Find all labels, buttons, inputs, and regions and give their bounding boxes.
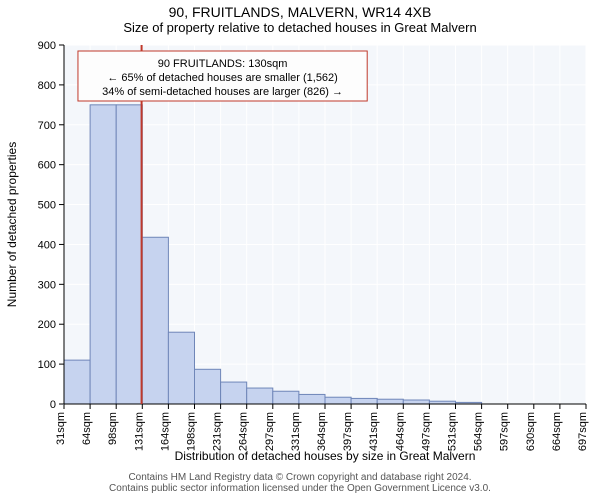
y-tick-label: 100 [38, 359, 56, 371]
y-tick-label: 600 [38, 160, 56, 172]
x-tick-label: 231sqm [212, 412, 224, 451]
histogram-bar [195, 369, 221, 404]
chart-container: 0 100 200 300 400 500 600 700 800 900 31sqm 64sqm 98… [0, 37, 600, 468]
histogram-chart: 0 100 200 300 400 500 600 700 800 900 31sqm 64sqm 98… [0, 37, 600, 466]
histogram-bar [90, 105, 116, 404]
histogram-bar [168, 332, 194, 404]
histogram-bar [403, 400, 429, 404]
x-tick-label: 497sqm [420, 412, 432, 451]
histogram-bar [116, 105, 142, 404]
annotation-line: 90 FRUITLANDS: 130sqm [158, 58, 288, 70]
histogram-bar [273, 391, 299, 404]
x-tick-label: 198sqm [186, 412, 198, 451]
y-tick-label: 700 [38, 120, 56, 132]
y-tick-label: 800 [38, 80, 56, 92]
x-tick-label: 397sqm [342, 412, 354, 451]
x-tick-label: 597sqm [499, 412, 511, 451]
histogram-bar [377, 399, 403, 404]
x-tick-label: 64sqm [81, 412, 93, 445]
histogram-bar [247, 388, 273, 404]
x-tick-label: 630sqm [525, 412, 537, 451]
footer: Contains HM Land Registry data © Crown c… [0, 468, 600, 500]
x-tick-label: 164sqm [159, 412, 171, 451]
x-tick-label: 331sqm [290, 412, 302, 451]
histogram-bar [221, 382, 247, 404]
x-tick-label: 664sqm [551, 412, 563, 451]
x-tick-label: 697sqm [577, 412, 589, 451]
x-tick-label: 464sqm [394, 412, 406, 451]
y-tick-label: 500 [38, 200, 56, 212]
y-tick-label: 0 [50, 399, 56, 411]
x-axis-label: Distribution of detached houses by size … [175, 449, 476, 463]
histogram-bar [299, 394, 325, 404]
x-tick-label: 531sqm [447, 412, 459, 451]
y-tick-label: 300 [38, 279, 56, 291]
histogram-bar [142, 237, 168, 404]
annotation-line: ← 65% of detached houses are smaller (1,… [107, 72, 338, 84]
chart-subtitle: Size of property relative to detached ho… [0, 20, 600, 37]
x-tick-label: 31sqm [55, 412, 67, 445]
page-title: 90, FRUITLANDS, MALVERN, WR14 4XB [0, 0, 600, 20]
x-tick-label: 564sqm [473, 412, 485, 451]
x-tick-label: 131sqm [133, 412, 145, 451]
y-tick-label: 200 [38, 319, 56, 331]
annotation-line: 34% of semi-detached houses are larger (… [102, 86, 343, 98]
x-tick-label: 431sqm [368, 412, 380, 451]
y-tick-label: 900 [38, 40, 56, 52]
x-tick-label: 364sqm [316, 412, 328, 451]
x-tick-label: 297sqm [264, 412, 276, 451]
y-axis-label: Number of detached properties [5, 142, 19, 307]
x-tick-label: 98sqm [107, 412, 119, 445]
x-tick-label: 264sqm [238, 412, 250, 451]
footer-line-1: Contains HM Land Registry data © Crown c… [0, 472, 600, 483]
histogram-bar [325, 397, 351, 404]
y-tick-label: 400 [38, 239, 56, 251]
footer-line-2: Contains public sector information licen… [0, 483, 600, 494]
histogram-bar [64, 360, 90, 404]
histogram-bar [351, 398, 377, 404]
